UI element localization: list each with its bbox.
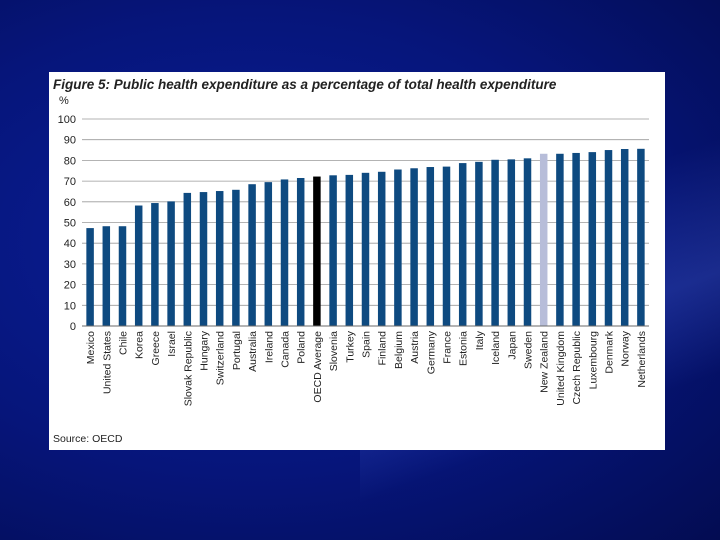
x-tick-label: Hungary — [199, 330, 211, 370]
y-tick-label: 90 — [64, 135, 76, 147]
y-tick-label: 0 — [70, 321, 76, 333]
bar-korea — [134, 205, 143, 326]
x-tick-label: Switzerland — [215, 331, 227, 385]
bar-netherlands — [637, 148, 645, 326]
bar-france — [442, 166, 451, 326]
bar-sweden — [523, 158, 532, 326]
x-tick-label: Norway — [620, 330, 632, 366]
bar-portugal — [232, 189, 240, 326]
x-tick-label: Israel — [166, 331, 178, 357]
x-tick-label: Denmark — [604, 330, 616, 373]
x-tick-label: New Zealand — [539, 331, 551, 393]
y-tick-label: 100 — [58, 114, 76, 126]
bar-oecd-average — [313, 176, 321, 326]
bar-luxembourg — [588, 152, 597, 326]
bar-canada — [280, 179, 289, 326]
x-tick-label: Italy — [474, 330, 486, 350]
bar-italy — [475, 161, 483, 326]
bar-mexico — [86, 228, 94, 326]
x-tick-label: Japan — [506, 331, 518, 360]
bar-turkey — [345, 174, 354, 326]
x-tick-label: France — [442, 331, 454, 364]
y-tick-label: 10 — [64, 300, 76, 312]
source-note: Source: OECD — [53, 433, 123, 445]
bar-united-states — [102, 226, 111, 326]
x-tick-label: United Kingdom — [555, 331, 567, 406]
bar-norway — [620, 149, 629, 326]
x-tick-label: United States — [101, 331, 113, 394]
bar-slovenia — [329, 175, 337, 326]
x-tick-label: Poland — [296, 331, 308, 364]
x-tick-label: OECD Average — [312, 331, 324, 403]
x-tick-label: Mexico — [85, 331, 97, 364]
bar-iceland — [491, 159, 499, 326]
x-tick-label: Canada — [280, 331, 292, 368]
x-tick-label: Sweden — [523, 331, 535, 369]
x-tick-label: Chile — [118, 331, 130, 355]
bar-poland — [296, 177, 305, 326]
y-tick-label: 20 — [64, 280, 76, 292]
x-tick-label: Greece — [150, 331, 162, 366]
bar-estonia — [458, 163, 467, 326]
x-tick-label: Czech Republic — [571, 331, 583, 405]
y-axis-label: % — [59, 95, 69, 107]
x-tick-label: Luxembourg — [587, 331, 599, 390]
bar-greece — [151, 203, 159, 326]
x-tick-label: Slovenia — [328, 331, 340, 371]
y-tick-label: 80 — [64, 155, 76, 167]
x-tick-label: Turkey — [344, 330, 356, 362]
bar-spain — [361, 172, 370, 326]
x-tick-label: Portugal — [231, 331, 243, 370]
bar-austria — [410, 168, 418, 326]
chart-panel: Figure 5: Public health expenditure as a… — [49, 72, 665, 450]
bar-australia — [248, 184, 256, 326]
x-tick-label: Slovak Republic — [182, 331, 194, 406]
bar-chile — [118, 226, 127, 326]
bar-finland — [377, 171, 386, 326]
bar-belgium — [394, 169, 402, 326]
bar-denmark — [604, 150, 613, 326]
bar-united-kingdom — [556, 153, 564, 326]
x-tick-label: Belgium — [393, 331, 405, 369]
bar-japan — [507, 159, 516, 326]
chart-title: Figure 5: Public health expenditure as a… — [53, 77, 557, 92]
x-tick-label: Spain — [361, 331, 373, 358]
bar-czech-republic — [572, 152, 580, 326]
bar-ireland — [264, 182, 273, 326]
y-tick-label: 40 — [64, 238, 76, 250]
bar-new-zealand — [539, 153, 548, 326]
bar-chart: 0 10 20 30 40 50 60 70 80 90 100 Mexico United State… — [58, 114, 649, 406]
bar-israel — [167, 201, 175, 326]
y-tick-label: 60 — [64, 197, 76, 209]
x-tick-label: Netherlands — [636, 331, 648, 388]
bar-slovak-republic — [183, 192, 192, 326]
x-tick-label: Finland — [377, 331, 389, 366]
x-tick-label: Austria — [409, 331, 421, 364]
bar-hungary — [199, 192, 208, 326]
x-tick-label: Ireland — [263, 331, 275, 363]
x-tick-label: Iceland — [490, 331, 502, 365]
x-tick-label: Australia — [247, 331, 259, 372]
y-tick-label: 50 — [64, 218, 76, 230]
x-tick-label: Germany — [425, 330, 437, 374]
bar-switzerland — [215, 191, 224, 326]
y-tick-label: 30 — [64, 259, 76, 271]
x-tick-label: Korea — [134, 331, 146, 359]
y-tick-label: 70 — [64, 176, 76, 188]
x-tick-label: Estonia — [458, 331, 470, 366]
bar-germany — [426, 167, 435, 326]
